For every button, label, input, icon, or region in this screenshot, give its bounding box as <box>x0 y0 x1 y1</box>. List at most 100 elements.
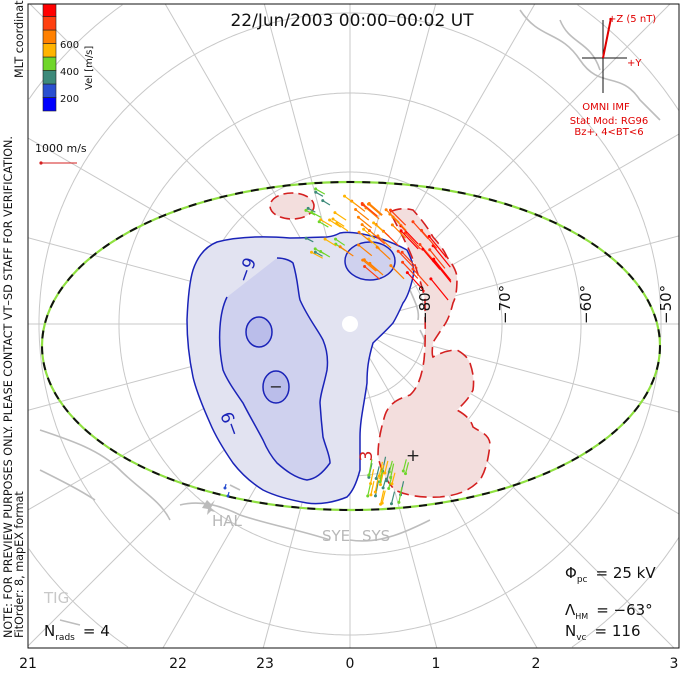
velocity-vector-origin <box>331 217 335 221</box>
velocity-vector <box>339 246 354 257</box>
velocity-colorbar <box>42 4 57 112</box>
velocity-vector-origin <box>404 472 408 476</box>
colorbar-segment <box>42 43 57 58</box>
velocity-vector <box>318 221 329 228</box>
negative-blob-1 <box>245 316 273 348</box>
map-title: 22/Jun/2003 00:00–00:02 UT <box>230 11 474 31</box>
colorbar-segment <box>42 83 57 98</box>
velocity-vector <box>378 461 384 476</box>
velocity-vector-origin <box>389 264 393 268</box>
lat-label-70: −70° <box>496 285 514 324</box>
velocity-vector <box>381 490 386 504</box>
velocity-vector <box>324 238 337 247</box>
velocity-vector <box>392 216 407 231</box>
velocity-vector <box>336 222 349 232</box>
velocity-vector <box>311 251 323 259</box>
coords-label: MLT coordinates <box>13 0 26 78</box>
colorbar-tick-600: 600 <box>60 40 79 51</box>
velocity-vector <box>376 246 391 260</box>
stations: HAL SYE SYS TIG <box>43 500 390 607</box>
velocity-vector-origin <box>390 482 394 486</box>
velocity-vector-origin <box>314 187 318 191</box>
velocity-vector <box>432 245 451 268</box>
station-sye: SYE <box>322 527 350 545</box>
velocity-vector <box>363 228 376 240</box>
phi-value: = 25 kV <box>595 564 656 582</box>
hm-boundary <box>41 181 661 511</box>
velocity-vector-origin <box>399 229 403 233</box>
svg-text:Nrads= 4: Nrads = 4 <box>44 622 110 643</box>
velocity-vector-origin <box>304 236 308 240</box>
velocity-vector-origin <box>377 474 381 478</box>
velocity-vector <box>390 463 395 478</box>
velocity-vector <box>377 235 392 249</box>
velocity-vector <box>375 466 380 479</box>
velocity-vector <box>361 203 378 217</box>
velocity-vector-origin <box>343 194 347 198</box>
velocity-vector <box>401 251 418 269</box>
velocity-vector-origin <box>333 211 337 215</box>
velocity-vectors <box>223 187 452 506</box>
lat-label-50: −50° <box>657 285 675 324</box>
velocity-vector <box>373 222 386 234</box>
velocity-vector-origin <box>429 277 433 281</box>
velocity-vector <box>400 225 419 245</box>
velocity-vector-origin <box>310 250 314 254</box>
mlt-label: 3 <box>670 656 679 672</box>
velocity-vector-origin <box>379 502 383 506</box>
velocity-vector-origin <box>323 237 327 241</box>
nrads-value: = 4 <box>83 622 110 640</box>
mlt-label: 22 <box>169 656 187 672</box>
velocity-vector-origin <box>396 249 400 253</box>
velocity-vector <box>344 195 357 205</box>
colorbar-segment <box>42 97 57 112</box>
svg-text:Φpc= 25 kV: Φpc = 25 kV <box>565 564 656 585</box>
velocity-vector <box>404 462 410 474</box>
colorbar-segment <box>42 70 57 85</box>
velocity-vector <box>384 460 389 474</box>
lat-label-60: −60° <box>577 285 595 324</box>
velocity-vector-origin <box>401 260 405 264</box>
velocity-vector-origin <box>427 234 431 238</box>
velocity-vector <box>390 209 407 226</box>
velocity-vector <box>370 481 375 495</box>
velocity-vector-origin <box>390 223 394 227</box>
velocity-vector <box>374 476 379 493</box>
magnetic-pole-marker <box>342 316 358 332</box>
velocity-vector <box>332 218 345 227</box>
lat-label-80: −80° <box>416 285 434 324</box>
mlt-label: 2 <box>532 656 541 672</box>
coastlines <box>39 9 661 626</box>
velocity-vector-origin <box>385 479 389 483</box>
velocity-vector-origin <box>226 494 230 498</box>
contour-min-marker: − <box>269 377 282 396</box>
velocity-vector-origin <box>314 190 318 194</box>
stats-lambda: ΛHM = −63° <box>565 601 653 621</box>
velocity-vector-origin <box>360 201 364 205</box>
velocity-vector <box>412 268 429 287</box>
velocity-vector-origin <box>321 199 325 203</box>
velocity-vector <box>355 209 370 221</box>
velocity-vector <box>388 460 393 472</box>
velocity-vector <box>422 248 441 270</box>
velocity-vector-origin <box>361 258 365 262</box>
velocity-vector-origin <box>432 259 436 263</box>
colorbar-segment <box>42 16 57 31</box>
velocity-vector <box>386 467 391 481</box>
velocity-vector <box>369 469 375 484</box>
velocity-vector <box>433 260 452 283</box>
velocity-vector-origin <box>428 248 432 252</box>
velocity-vector-origin <box>223 486 227 490</box>
colorbar-label: Vel [m/s] <box>84 46 95 90</box>
velocity-vector <box>428 236 447 258</box>
positive-cell <box>377 207 491 498</box>
velocity-vector <box>405 232 422 250</box>
velocity-vector <box>391 472 396 484</box>
velocity-vector-origin <box>363 264 367 268</box>
mlt-label: 1 <box>432 656 441 672</box>
mlt-label: 23 <box>256 656 274 672</box>
nvc-value: = 116 <box>595 622 641 640</box>
velocity-vector-origin <box>375 245 379 249</box>
nrads-sub: rads <box>55 633 75 643</box>
nrads-symbol: N <box>44 622 55 640</box>
